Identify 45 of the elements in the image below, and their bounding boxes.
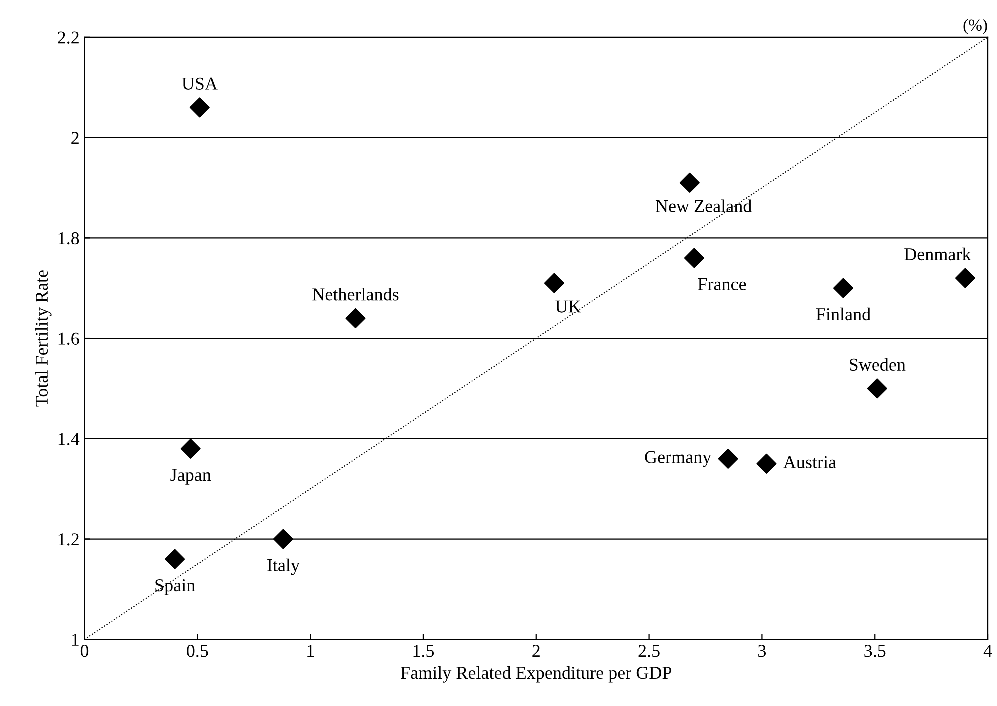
x-tick-label: 1.5	[414, 645, 434, 658]
annotation: Italy	[268, 558, 300, 576]
point	[273, 529, 294, 550]
point	[346, 308, 366, 328]
x-tick-label: 1	[308, 645, 314, 658]
annotation: New Zealand	[656, 200, 752, 212]
x-tick-label: 4	[984, 645, 992, 658]
annotation: Netherlands	[312, 288, 399, 301]
point	[165, 549, 186, 570]
y-tick-label: 1.6	[58, 332, 80, 346]
point	[756, 454, 777, 474]
y-tick-label: 2	[72, 132, 79, 144]
point	[684, 248, 704, 268]
point	[544, 273, 564, 294]
annotation: Denmark	[904, 248, 972, 261]
y-tick-label: 1.8	[58, 232, 80, 245]
annotation: UK	[556, 300, 582, 313]
point	[180, 438, 201, 459]
x-tick-label: 0.5	[187, 645, 208, 658]
x-axis-title: Family Related Expenditure per GDP	[401, 666, 672, 683]
point	[680, 172, 700, 193]
point	[190, 98, 210, 118]
annotation: Germany	[645, 451, 712, 468]
point	[955, 268, 976, 288]
annotation: USA	[182, 78, 218, 90]
x-tick-label: 0	[80, 645, 89, 658]
annotation: Finland	[816, 308, 871, 321]
annotation: Spain	[156, 580, 196, 596]
y-tick-label: 1.4	[58, 433, 80, 446]
annotation: Sweden	[850, 358, 906, 372]
x-tick-label: 3.5	[864, 645, 886, 658]
annotation: Austria	[784, 456, 836, 469]
point	[718, 448, 738, 469]
x-tick-label: 2.5	[638, 645, 660, 658]
x-tick-label: 3	[758, 645, 766, 658]
annotation: Japan	[170, 469, 212, 485]
y-tick-label: 1	[72, 634, 79, 646]
point	[867, 378, 888, 399]
y-tick-label: 1.2	[58, 534, 79, 546]
annotation: France	[698, 278, 746, 291]
text: (%)	[964, 19, 988, 34]
y-axis-title: Total Fertility Rate	[35, 270, 52, 407]
y-tick-label: 2.2	[58, 32, 79, 44]
x-tick-label: 2	[532, 645, 540, 658]
point	[833, 278, 854, 298]
